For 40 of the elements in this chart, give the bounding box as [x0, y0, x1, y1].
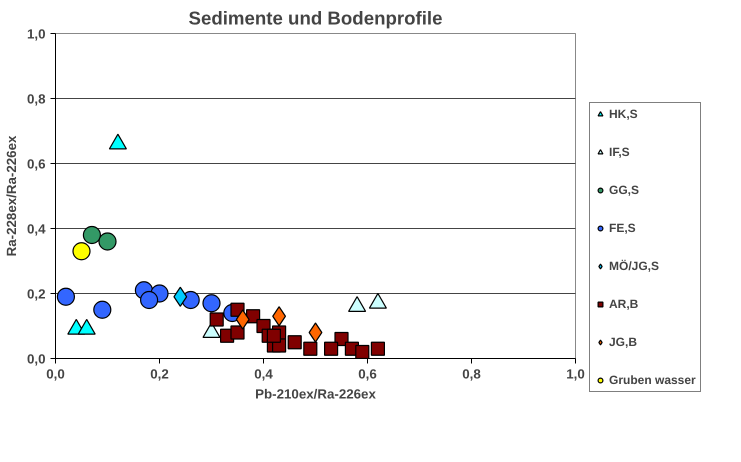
point — [230, 325, 245, 340]
point — [202, 294, 221, 312]
point — [72, 242, 91, 260]
legend-label: FE,S — [609, 221, 636, 235]
point — [82, 226, 101, 244]
legend-label: HK,S — [609, 107, 638, 121]
point — [324, 342, 338, 356]
y-tick-label: 0,6 — [26, 156, 46, 172]
legend-label: AR,B — [609, 297, 638, 311]
legend-label: JG,B — [609, 335, 638, 349]
point — [288, 335, 302, 350]
x-tick-label: 0,2 — [150, 366, 169, 382]
x-tick-label: 0,8 — [462, 366, 481, 382]
chart-title: Sedimente und Bodenprofile — [188, 8, 442, 28]
point — [98, 232, 117, 251]
point — [370, 342, 385, 356]
legend-label: IF,S — [609, 145, 630, 159]
x-axis-title: Pb-210ex/Ra-226ex — [255, 386, 376, 402]
y-tick-label: 0,8 — [26, 92, 46, 106]
point — [355, 344, 370, 358]
legend-label: GG,S — [609, 183, 640, 197]
point — [266, 328, 281, 343]
point — [56, 288, 75, 306]
point — [173, 286, 188, 307]
x-tick-label: 0,0 — [46, 366, 65, 382]
y-tick-label: 0,0 — [26, 352, 46, 366]
point — [93, 300, 112, 319]
x-tick-label: 0,4 — [254, 366, 274, 382]
y-tick-label: 0,4 — [26, 222, 46, 236]
y-axis-title: Ra-228ex/Ra-226ex — [4, 135, 19, 256]
y-tick-label: 1,0 — [26, 26, 46, 42]
point — [272, 306, 286, 326]
legend-label: Gruben wasser — [609, 373, 696, 387]
point — [140, 290, 158, 310]
legend-label: MÖ/JG,S — [609, 259, 660, 273]
point — [303, 342, 318, 356]
x-tick-label: 0,6 — [358, 366, 377, 382]
y-tick-label: 0,2 — [26, 286, 46, 302]
point — [210, 312, 224, 327]
x-tick-label: 1,0 — [566, 366, 585, 382]
